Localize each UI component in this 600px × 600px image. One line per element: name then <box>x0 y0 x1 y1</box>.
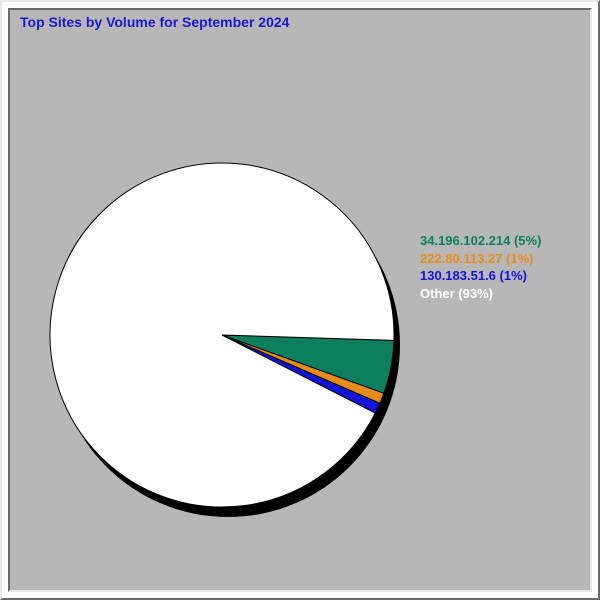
legend: 34.196.102.214 (5%)222.80.113.27 (1%)130… <box>420 232 541 302</box>
legend-item: Other (93%) <box>420 285 541 303</box>
legend-item: 222.80.113.27 (1%) <box>420 250 541 268</box>
legend-item: 34.196.102.214 (5%) <box>420 232 541 250</box>
chart-area: Top Sites by Volume for September 2024 3… <box>8 8 592 592</box>
chart-frame: Top Sites by Volume for September 2024 3… <box>0 0 600 600</box>
pie-slice <box>50 163 394 507</box>
legend-item: 130.183.51.6 (1%) <box>420 267 541 285</box>
